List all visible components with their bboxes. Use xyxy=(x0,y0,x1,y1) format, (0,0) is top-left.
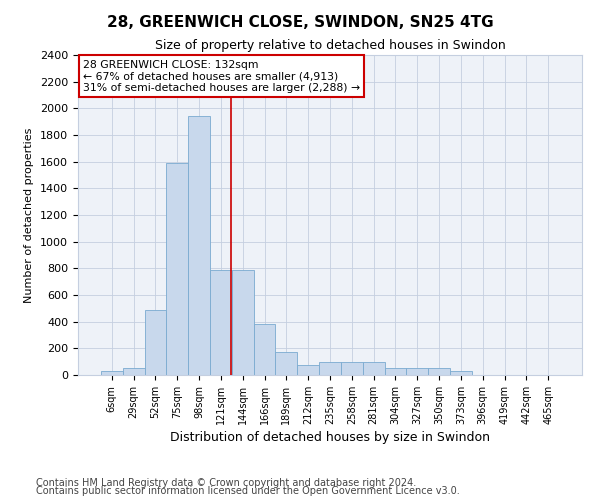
Bar xyxy=(145,310,166,375)
Bar xyxy=(450,371,472,375)
Text: Contains public sector information licensed under the Open Government Licence v3: Contains public sector information licen… xyxy=(36,486,460,496)
Bar xyxy=(275,352,297,375)
Bar xyxy=(341,362,363,375)
Bar xyxy=(232,270,254,375)
Bar xyxy=(385,368,406,375)
Bar xyxy=(363,362,385,375)
Bar xyxy=(319,362,341,375)
Bar xyxy=(254,324,275,375)
Title: Size of property relative to detached houses in Swindon: Size of property relative to detached ho… xyxy=(155,40,505,52)
Bar xyxy=(101,371,123,375)
Text: Contains HM Land Registry data © Crown copyright and database right 2024.: Contains HM Land Registry data © Crown c… xyxy=(36,478,416,488)
X-axis label: Distribution of detached houses by size in Swindon: Distribution of detached houses by size … xyxy=(170,431,490,444)
Text: 28 GREENWICH CLOSE: 132sqm
← 67% of detached houses are smaller (4,913)
31% of s: 28 GREENWICH CLOSE: 132sqm ← 67% of deta… xyxy=(83,60,360,93)
Text: 28, GREENWICH CLOSE, SWINDON, SN25 4TG: 28, GREENWICH CLOSE, SWINDON, SN25 4TG xyxy=(107,15,493,30)
Bar xyxy=(428,368,450,375)
Bar xyxy=(188,116,210,375)
Bar xyxy=(123,368,145,375)
Bar xyxy=(166,163,188,375)
Y-axis label: Number of detached properties: Number of detached properties xyxy=(25,128,34,302)
Bar xyxy=(210,270,232,375)
Bar xyxy=(406,368,428,375)
Bar xyxy=(297,365,319,375)
